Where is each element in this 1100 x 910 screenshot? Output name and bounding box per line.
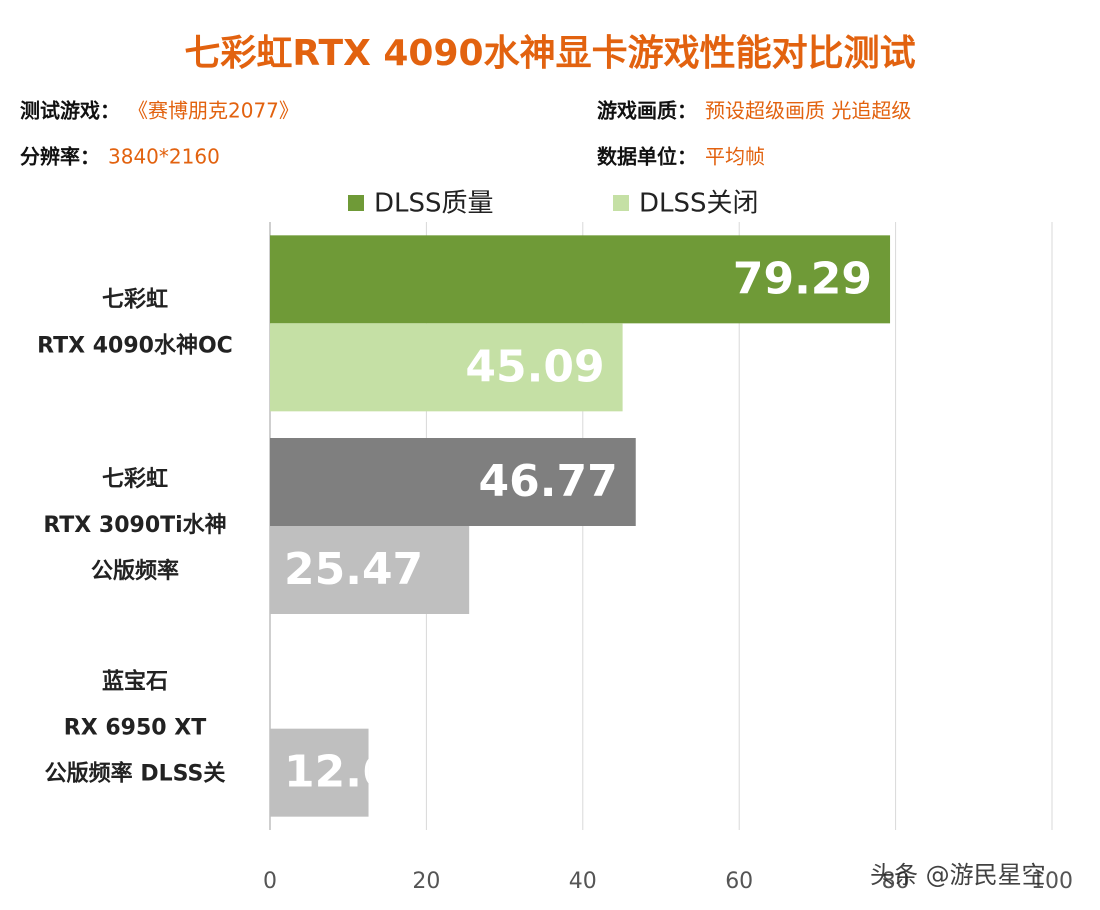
legend-swatch (348, 195, 364, 211)
x-tick-label: 60 (725, 869, 753, 894)
y-tick-label: 七彩虹 RTX 4090水神OC (37, 287, 233, 358)
legend-swatch (613, 195, 629, 211)
value-label: 12.6 (284, 747, 393, 798)
bar (270, 728, 369, 817)
y-tick-label: 蓝宝石 RX 6950 XT 公版频率 DLSS关 (45, 669, 226, 787)
bar (270, 235, 891, 324)
x-tick-label: 0 (263, 869, 277, 894)
value-label: 45.09 (465, 341, 604, 392)
y-tick-label: 七彩虹 RTX 3090Ti水神公版频率 (43, 467, 226, 584)
info-label: 分辨率： (20, 145, 100, 169)
legend-label: DLSS关闭 (639, 189, 759, 219)
chart-title: 七彩虹RTX 4090水神显卡游戏性能对比测试 (184, 33, 915, 74)
info-value: 《赛博朋克2077》 (128, 99, 299, 123)
value-label: 25.47 (284, 544, 423, 595)
info-value: 预设超级画质 光追超级 (705, 99, 911, 123)
x-tick-label: 100 (1031, 869, 1073, 894)
bar (270, 526, 470, 614)
info-value: 平均帧 (705, 145, 765, 169)
bar (270, 438, 636, 526)
info-label: 游戏画质： (597, 99, 697, 123)
info-label: 数据单位： (597, 145, 697, 169)
info-value: 3840*2160 (108, 145, 220, 169)
watermark: 头条 @游民星空 (870, 861, 1046, 889)
info-label: 测试游戏： (20, 99, 120, 123)
x-tick-label: 20 (412, 869, 440, 894)
legend-label: DLSS质量 (374, 189, 494, 219)
value-label: 79.29 (733, 253, 872, 304)
x-tick-label: 40 (569, 869, 597, 894)
x-tick-label: 80 (882, 869, 910, 894)
bar (270, 323, 623, 412)
value-label: 46.77 (479, 456, 618, 507)
